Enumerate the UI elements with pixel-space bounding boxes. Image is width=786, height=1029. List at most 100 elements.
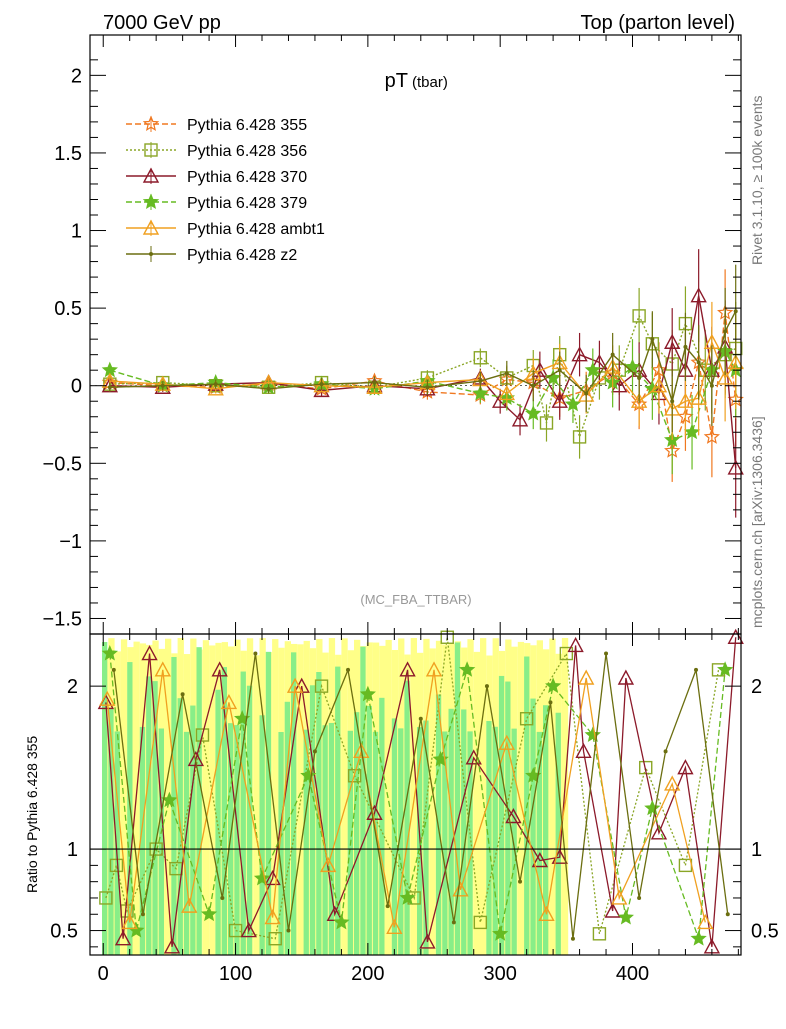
plot-title-sub: (tbar) xyxy=(412,74,448,91)
data-point xyxy=(677,392,694,408)
ratio-band-green xyxy=(152,681,158,955)
data-point xyxy=(670,399,675,404)
ratio-band-green xyxy=(498,675,505,955)
ratio-data-point xyxy=(300,767,317,783)
ratio-data-point xyxy=(518,879,523,884)
data-point xyxy=(690,389,707,405)
ratio-band-green xyxy=(555,712,561,955)
series-line-3 xyxy=(109,350,737,441)
ratio-data-point xyxy=(228,923,243,938)
header-right-label: Top (parton level) xyxy=(580,12,735,34)
ratio-data-point xyxy=(111,667,116,672)
ratio-data-point xyxy=(399,661,416,677)
ratio-data-point xyxy=(114,930,132,946)
ratio-ylabel: Ratio to Pythia 6.428 355 xyxy=(24,736,40,893)
ratio-band-yellow xyxy=(473,651,480,955)
ratio-band-green xyxy=(442,731,448,955)
data-point xyxy=(703,428,720,444)
series-line-1 xyxy=(109,314,737,440)
legend-marker xyxy=(149,252,153,256)
ratio-data-point xyxy=(385,904,390,909)
ratio-data-point xyxy=(141,645,158,661)
ratio-y-tick-label-right: 0.5 xyxy=(751,921,779,943)
x-tick-label: 0 xyxy=(98,963,109,985)
data-point xyxy=(531,383,536,388)
data-point xyxy=(372,380,377,385)
ratio-data-point xyxy=(575,742,592,759)
ratio-data-point xyxy=(694,667,699,672)
ratio-band-yellow xyxy=(341,638,348,955)
ratio-band-yellow xyxy=(429,648,436,955)
ratio-band-yellow xyxy=(561,638,569,955)
ratio-data-point xyxy=(399,889,416,905)
data-point xyxy=(696,360,701,365)
legend-marker xyxy=(142,115,160,131)
ratio-band-green xyxy=(146,676,152,955)
y-tick-label: 0.5 xyxy=(54,298,82,320)
axes: 0 100 200 300 400 −1.5 −1 −0.5 0 0.5 1 1.5 2 0.5 0.5 1 1… xyxy=(43,34,779,985)
data-point xyxy=(584,391,589,396)
ratio-band-yellow xyxy=(517,641,525,955)
y-tick-label: −1 xyxy=(59,531,82,553)
ratio-band-green xyxy=(398,728,404,955)
ratio-series-line-3 xyxy=(106,669,706,928)
x-tick-label: 200 xyxy=(351,963,384,985)
data-point xyxy=(472,384,489,401)
ratio-data-point xyxy=(211,661,228,677)
data-point xyxy=(571,346,588,362)
ratio-data-point xyxy=(519,712,534,726)
ratio-band-green xyxy=(291,652,297,955)
y-tick-label: 1.5 xyxy=(54,143,82,165)
legend: Pythia 6.428 355 Pythia 6.428 356 Pythia 6… xyxy=(126,115,325,264)
ratio-band-green xyxy=(183,731,190,955)
ratio-band-green xyxy=(240,671,246,955)
ratio-data-point xyxy=(531,852,549,868)
data-point xyxy=(366,378,383,394)
ratio-band-green xyxy=(335,666,341,955)
ratio-band-green xyxy=(467,731,473,955)
data-point xyxy=(478,379,483,384)
ratio-data-point xyxy=(452,881,469,897)
ratio-band-green xyxy=(102,642,108,955)
ratio-band-green xyxy=(366,705,372,955)
ratio-data-point xyxy=(240,922,257,938)
ratio-data-point xyxy=(727,628,744,644)
ratio-data-point xyxy=(312,749,317,754)
data-point xyxy=(213,382,218,387)
ratio-data-point xyxy=(604,902,621,918)
ratio-band-green xyxy=(322,725,328,955)
ratio-data-point xyxy=(690,930,707,946)
ratio-data-point xyxy=(314,679,329,693)
data-point xyxy=(650,337,655,342)
data-point xyxy=(539,416,554,430)
ratio-data-point xyxy=(538,905,555,921)
data-point xyxy=(683,423,701,440)
data-point xyxy=(632,309,646,323)
y-tick-label: −0.5 xyxy=(43,453,82,475)
ratio-data-point xyxy=(346,667,351,672)
ratio-data-point xyxy=(154,661,171,677)
data-point xyxy=(683,344,688,349)
ratio-data-point xyxy=(200,905,218,922)
ratio-data-point xyxy=(286,677,304,693)
data-point xyxy=(266,386,271,391)
ratio-data-point xyxy=(253,651,258,656)
ratio-band-green xyxy=(328,722,335,955)
ratio-data-point xyxy=(220,693,238,710)
ratio-band-green xyxy=(423,720,429,955)
ratio-data-point xyxy=(570,936,575,941)
ratio-band-yellow xyxy=(272,639,279,955)
data-point xyxy=(511,411,529,427)
ratio-data-point xyxy=(697,913,714,930)
ratio-data-point xyxy=(99,891,113,905)
legend-label: Pythia 6.428 356 xyxy=(187,143,307,160)
ratio-data-point xyxy=(458,661,476,677)
ratio-band-yellow xyxy=(209,645,216,955)
ratio-plot-content xyxy=(90,628,744,954)
ratio-band-green xyxy=(309,685,316,955)
ratio-data-point xyxy=(559,646,574,661)
ratio-band-green xyxy=(505,681,511,955)
legend-label: Pythia 6.428 ambt1 xyxy=(187,221,325,238)
x-tick-label: 100 xyxy=(219,963,252,985)
